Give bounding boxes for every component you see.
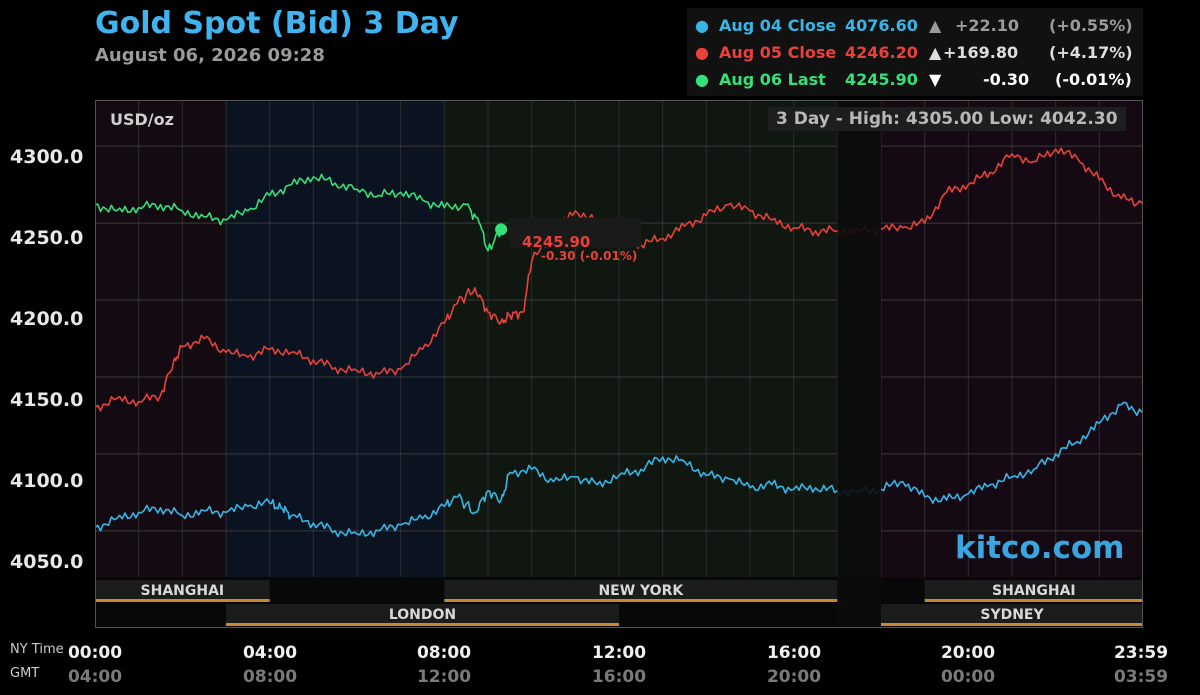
session-bar	[95, 580, 270, 599]
session-line	[924, 599, 1143, 602]
unit-label: USD/oz	[110, 110, 174, 129]
session-label: NEW YORK	[598, 583, 684, 599]
session-line	[444, 599, 838, 602]
session-bar	[881, 604, 1143, 623]
legend-value: 4076.60	[845, 16, 918, 35]
session-line	[881, 623, 1143, 626]
ny-time-row-label: NY Time	[10, 642, 64, 657]
series-line	[95, 173, 502, 252]
session-band	[95, 100, 226, 577]
y-tick-label: 4300.0	[10, 146, 84, 168]
x-tick-gmt: 00:00	[940, 667, 996, 687]
y-tick-label: 4100.0	[10, 470, 84, 492]
kitco-watermark: kitco.com	[955, 530, 1125, 566]
legend-change: +169.80	[943, 43, 1019, 62]
session-label: SHANGHAI	[992, 583, 1076, 599]
session-label: LONDON	[389, 607, 456, 623]
session-bar	[924, 580, 1143, 599]
y-tick-label: 4150.0	[10, 389, 84, 411]
plot-area: SHANGHAI NEW YORK SHANGHAI LONDON SYDNEY	[95, 100, 1143, 628]
current-price-dot	[495, 223, 508, 236]
legend-label: Aug 05 Close	[719, 43, 837, 62]
x-tick-ny: 16:00	[766, 643, 822, 663]
chart-legend: ● Aug 04 Close 4076.60 ▲ +22.10 (+0.55%)…	[687, 8, 1143, 96]
current-price-label: 4245.90	[522, 233, 591, 251]
x-tick-ny: 23:59	[1113, 643, 1169, 663]
legend-pct: (-0.01%)	[1055, 70, 1132, 89]
x-tick-gmt: 16:00	[591, 667, 647, 687]
legend-row-aug05: ● Aug 05 Close 4246.20 ▲ +169.80 (+4.17%…	[687, 39, 1143, 65]
x-tick-gmt: 04:00	[67, 667, 123, 687]
session-bar	[444, 580, 838, 599]
session-label: SYDNEY	[980, 607, 1044, 623]
session-label: SHANGHAI	[141, 583, 225, 599]
x-tick-gmt: 12:00	[416, 667, 472, 687]
legend-arrow-icon: ▼	[929, 70, 942, 89]
chart-title: Gold Spot (Bid) 3 Day	[95, 6, 459, 41]
y-tick-label: 4050.0	[10, 551, 84, 573]
legend-pct: (+0.55%)	[1049, 16, 1133, 35]
x-tick-gmt: 08:00	[242, 667, 298, 687]
x-tick-ny: 12:00	[591, 643, 647, 663]
plot-frame	[95, 100, 1143, 628]
market-closed-band	[837, 100, 881, 628]
x-tick-ny: 08:00	[416, 643, 472, 663]
x-tick-gmt: 20:00	[766, 667, 822, 687]
x-tick-gmt: 03:59	[1113, 667, 1169, 687]
legend-label: Aug 06 Last	[719, 70, 826, 89]
legend-label: Aug 04 Close	[719, 16, 837, 35]
legend-pct: (+4.17%)	[1049, 43, 1133, 62]
y-tick-label: 4200.0	[10, 308, 84, 330]
legend-dot-icon: ●	[695, 43, 709, 62]
gmt-row-label: GMT	[10, 666, 40, 681]
session-band	[226, 100, 445, 577]
session-line	[226, 623, 619, 626]
x-tick-ny: 00:00	[67, 643, 123, 663]
session-line	[95, 599, 270, 602]
high-low-box: 3 Day - High: 4305.00 Low: 4042.30	[768, 107, 1126, 131]
legend-row-aug06: ● Aug 06 Last 4245.90 ▼ -0.30 (-0.01%)	[687, 66, 1143, 92]
legend-change: -0.30	[983, 70, 1030, 89]
legend-value: 4245.90	[845, 70, 918, 89]
legend-arrow-icon: ▲	[929, 43, 942, 62]
legend-arrow-icon: ▲	[929, 16, 942, 35]
x-tick-ny: 04:00	[242, 643, 298, 663]
legend-value: 4246.20	[845, 43, 918, 62]
legend-dot-icon: ●	[695, 16, 709, 35]
current-price-box	[509, 217, 642, 248]
session-band	[444, 100, 838, 577]
legend-dot-icon: ●	[695, 70, 709, 89]
y-tick-label: 4250.0	[10, 227, 84, 249]
x-tick-ny: 20:00	[940, 643, 996, 663]
current-change-label: -0.30 (-0.01%)	[541, 249, 638, 263]
series-line	[95, 401, 1143, 538]
series-line	[95, 147, 1143, 412]
session-bar	[226, 604, 619, 623]
legend-change: +22.10	[955, 16, 1020, 35]
legend-row-aug04: ● Aug 04 Close 4076.60 ▲ +22.10 (+0.55%)	[687, 12, 1143, 38]
chart-timestamp: August 06, 2026 09:28	[95, 45, 325, 66]
